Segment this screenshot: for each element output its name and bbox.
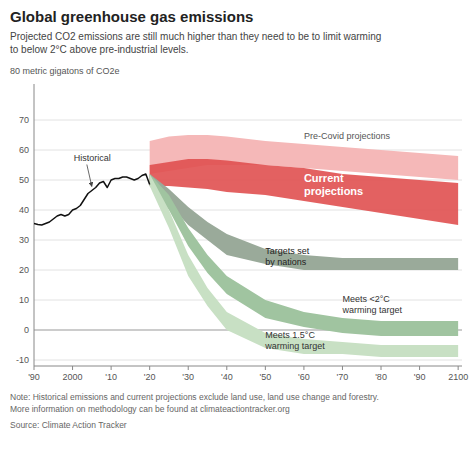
- series-label-line: Meets <2°C: [342, 294, 390, 304]
- y-tick-label: 30: [19, 235, 29, 245]
- x-tick-label: '40: [221, 372, 233, 382]
- series-label: Meets 1.5°Cwarming target: [264, 330, 325, 351]
- x-tick: [149, 366, 150, 370]
- series-label-line: Pre-Covid projections: [304, 131, 391, 141]
- series-label-line: projections: [304, 185, 363, 197]
- grid-line: [34, 360, 462, 361]
- x-tick: [226, 366, 227, 370]
- x-tick: [34, 366, 35, 370]
- grid: [34, 120, 462, 360]
- y-tick-label: 0: [24, 325, 29, 335]
- series-label: Currentprojections: [304, 172, 363, 197]
- series-label-line: Targets set: [265, 246, 310, 256]
- grid-line: [34, 240, 462, 241]
- series-label-line: by nations: [265, 257, 307, 267]
- x-tick: [458, 366, 459, 370]
- y-axis-line: [34, 84, 35, 366]
- series-label-line: warming target: [264, 341, 325, 351]
- x-tick-label: '90: [414, 372, 426, 382]
- y-axis-label: 80 metric gigatons of CO2e: [10, 66, 120, 76]
- plot-area: [34, 135, 458, 357]
- series-label: Pre-Covid projections: [304, 131, 391, 141]
- x-tick-label: 2100: [448, 372, 468, 382]
- x-tick: [381, 366, 382, 370]
- note: Note: Historical emissions and current p…: [10, 392, 379, 414]
- x-tick-label: '10: [105, 372, 117, 382]
- x-tick-label: '20: [144, 372, 156, 382]
- x-tick: [419, 366, 420, 370]
- y-tick-label: 20: [19, 265, 29, 275]
- x-tick-label: '70: [337, 372, 349, 382]
- x-tick: [188, 366, 189, 370]
- line: [34, 174, 150, 225]
- series-label-line: Meets 1.5°C: [265, 330, 315, 340]
- subtitle-line: Projected CO2 emissions are still much h…: [10, 31, 381, 42]
- x-tick: [342, 366, 343, 370]
- subtitle: Projected CO2 emissions are still much h…: [10, 31, 381, 55]
- series-label: Targets setby nations: [265, 246, 310, 267]
- x-tick-label: 2000: [63, 372, 83, 382]
- title: Global greenhouse gas emissions: [10, 8, 253, 25]
- series-label: Historical: [74, 153, 111, 163]
- y-tick-label: 40: [19, 205, 29, 215]
- y-tick-label: 10: [19, 295, 29, 305]
- x-tick-label: '60: [298, 372, 310, 382]
- y-tick-label: -10: [16, 355, 29, 365]
- y-tick-label: 50: [19, 175, 29, 185]
- x-tick: [111, 366, 112, 370]
- band: [150, 174, 458, 336]
- annotation-arrow: [87, 165, 92, 187]
- series-label-line: Current: [304, 172, 344, 184]
- annotations: Pre-Covid projections Currentprojections T…: [74, 131, 403, 351]
- note-line: Note: Historical emissions and current p…: [10, 392, 379, 402]
- x-tick: [303, 366, 304, 370]
- subtitle-line: to below 2°C above pre-industrial levels…: [10, 44, 189, 55]
- x-tick: [72, 366, 73, 370]
- x-tick: [265, 366, 266, 370]
- note-line: More information on methodology can be f…: [10, 404, 290, 414]
- x-tick-label: '90: [28, 372, 40, 382]
- source: Source: Climate Action Tracker: [10, 420, 127, 430]
- x-tick-label: '50: [259, 372, 271, 382]
- x-tick-label: '80: [375, 372, 387, 382]
- series-label-line: warming target: [341, 305, 402, 315]
- grid-line: [34, 120, 462, 121]
- band: [150, 174, 458, 357]
- y-tick-label: 70: [19, 115, 29, 125]
- chart: Global greenhouse gas emissions Projected…: [0, 0, 474, 451]
- y-tick-label: 60: [19, 145, 29, 155]
- x-axis-line: [34, 366, 462, 367]
- x-tick-label: '30: [182, 372, 194, 382]
- series-label: Meets <2°Cwarming target: [341, 294, 402, 315]
